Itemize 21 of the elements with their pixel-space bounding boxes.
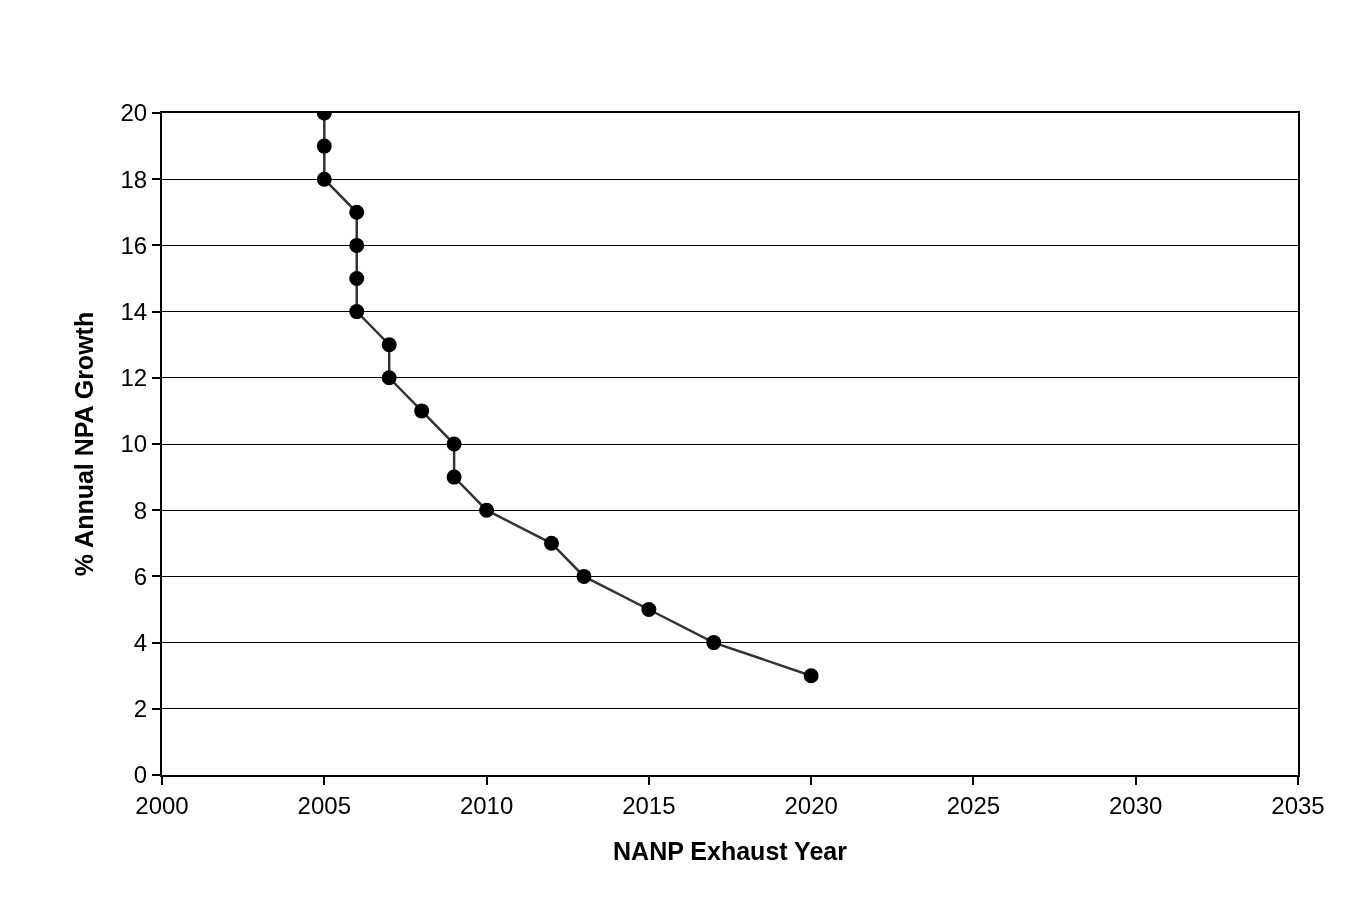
x-tick-label: 2035 [1271, 791, 1325, 819]
x-tick-label: 2015 [622, 791, 676, 819]
y-tick-label: 16 [120, 231, 148, 259]
x-axis-title: NANP Exhaust Year [613, 837, 848, 866]
y-tick-label: 12 [120, 364, 148, 392]
y-axis-title: % Annual NPA Growth [69, 311, 98, 577]
y-tick-label: 6 [133, 562, 148, 590]
y-tick-label: 10 [120, 430, 148, 458]
y-tick-label: 20 [120, 99, 148, 127]
y-tick-label: 14 [120, 298, 148, 325]
y-tick-label: 0 [133, 761, 148, 789]
x-tick-label: 2020 [784, 791, 838, 819]
x-tick-label: 2030 [1109, 791, 1163, 819]
x-tick-label: 2000 [135, 791, 189, 819]
y-tick-label: 4 [133, 629, 148, 656]
x-tick-label: 2025 [946, 791, 1001, 819]
x-tick-label: 2005 [297, 791, 351, 819]
y-tick-label: 2 [133, 695, 148, 723]
x-tick-label: 2010 [459, 791, 514, 819]
y-tick-label: 8 [133, 496, 148, 524]
y-tick-label: 18 [120, 165, 148, 193]
